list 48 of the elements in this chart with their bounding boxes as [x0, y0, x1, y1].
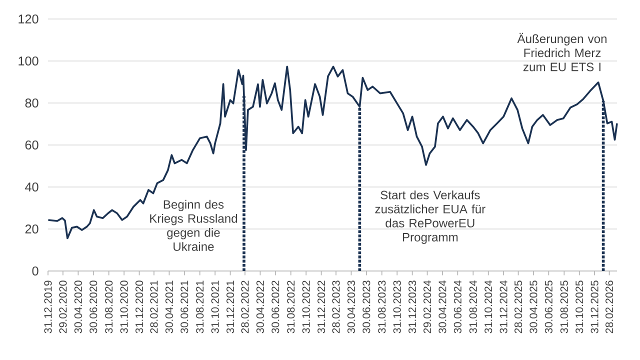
- ref-line-label: Beginn des Kriegs Russland gegen die Ukraine: [150, 200, 238, 251]
- x-tick-label: 31.08.2024: [469, 280, 477, 334]
- x-tick-label: 31.10.2025: [576, 280, 584, 334]
- x-tick-label: 31.12.2023: [408, 280, 416, 334]
- y-tick-label: 40: [25, 182, 38, 192]
- x-tick-label: 30.06.2020: [90, 280, 98, 334]
- x-tick-label: 30.04.2020: [74, 280, 82, 334]
- x-tick-label: 31.12.2021: [226, 280, 234, 334]
- x-tick-label: 31.10.2023: [393, 280, 401, 334]
- x-tick-label: 31.08.2021: [196, 280, 204, 334]
- y-tick-label: 120: [18, 14, 38, 24]
- ref-line-label: Start des Verkaufs zusätzlicher EUA für das RePowerEU Programm: [375, 190, 486, 244]
- y-tick-label: 20: [25, 224, 38, 234]
- x-tick-label: 30.06.2021: [180, 280, 188, 334]
- x-tick-label: 28.02.2026: [605, 280, 614, 334]
- x-tick-label: 31.10.2020: [120, 280, 128, 334]
- x-tick-label: 31.08.2023: [378, 280, 386, 334]
- x-tick-label: 31.12.2025: [590, 280, 598, 334]
- x-tick-label: 29.02.2020: [59, 280, 67, 334]
- ref-line-label: Äußerungen von Friedrich Merz zum EU ETS I: [517, 32, 606, 72]
- y-tick-label: 60: [25, 140, 38, 150]
- x-tick-label: 30.06.2025: [544, 280, 552, 334]
- x-tick-label: 31.08.2022: [287, 280, 295, 334]
- x-tick-label: 31.08.2025: [560, 280, 568, 334]
- x-tick-label: 28.02.2023: [332, 280, 340, 334]
- x-tick-label: 30.04.2022: [256, 280, 264, 334]
- x-tick-label: 30.06.2022: [272, 280, 280, 334]
- x-tick-label: 30.04.2023: [347, 280, 355, 334]
- x-tick-label: 31.10.2022: [302, 280, 310, 334]
- x-tick-label: 31.12.2020: [135, 280, 144, 334]
- x-tick-label: 28.02.2022: [241, 280, 249, 334]
- x-tick-label: 31.12.2024: [500, 280, 508, 334]
- x-tick-label: 31.10.2021: [211, 280, 219, 334]
- x-tick-label: 29.02.2024: [423, 280, 432, 334]
- x-tick-label: 30.06.2023: [362, 280, 370, 334]
- x-tick-label: 30.04.2025: [530, 280, 538, 334]
- x-tick-label: 28.02.2025: [514, 280, 522, 334]
- x-tick-label: 30.04.2024: [438, 280, 446, 334]
- x-tick-label: 31.12.2022: [317, 280, 326, 334]
- x-tick-label: 31.08.2020: [105, 280, 113, 334]
- x-tick-label: 31.10.2024: [484, 280, 492, 334]
- x-tick-label: 30.04.2021: [165, 280, 173, 334]
- y-tick-label: 0: [32, 266, 38, 276]
- y-tick-label: 80: [25, 98, 38, 108]
- x-tick-label: 31.12.2019: [44, 280, 52, 334]
- x-tick-label: 28.02.2021: [150, 280, 158, 334]
- y-tick-label: 100: [18, 56, 38, 66]
- x-tick-label: 30.06.2024: [454, 280, 462, 334]
